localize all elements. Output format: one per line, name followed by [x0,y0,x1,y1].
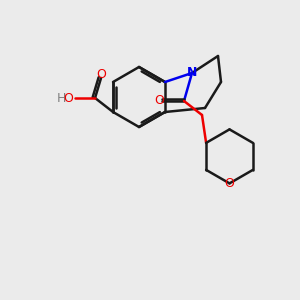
Text: O: O [63,92,73,104]
Text: O: O [225,177,234,190]
Text: O: O [96,68,106,82]
Text: N: N [187,67,197,80]
Text: H: H [57,92,66,104]
Text: O: O [154,94,164,107]
